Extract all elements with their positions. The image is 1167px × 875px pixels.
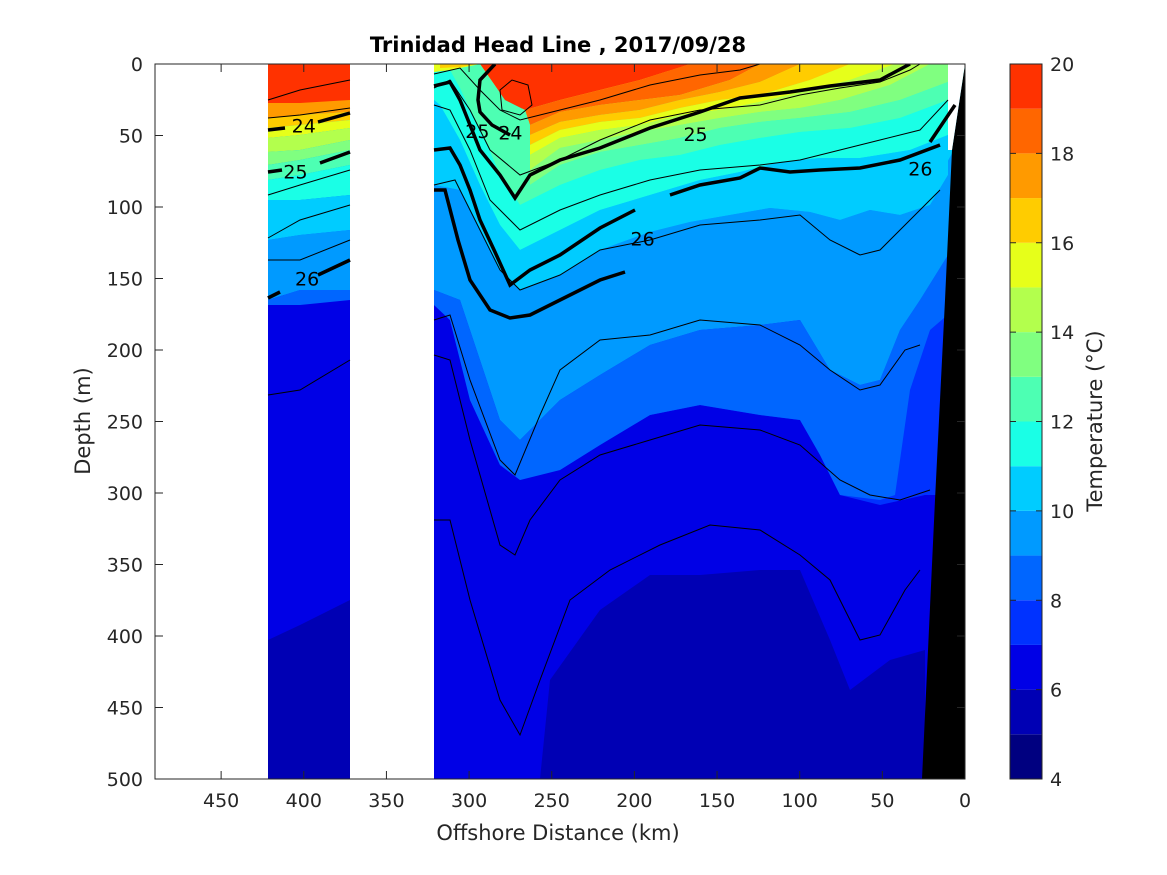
deep-layers: [268, 100, 948, 500]
colorbar-swatch: [1010, 466, 1042, 511]
isopycnal-contours: [267, 64, 957, 320]
y-tick-label: 500: [107, 769, 143, 791]
chart-title: Trinidad Head Line , 2017/09/28: [370, 33, 746, 57]
colorbar-swatch: [1010, 734, 1042, 779]
temperature-band-5-core: [268, 570, 925, 779]
colorbar: [1010, 64, 1042, 779]
y-tick-label: 250: [107, 412, 143, 434]
y-axis-label: Depth (m): [71, 367, 95, 474]
x-tick-label: 300: [451, 790, 487, 812]
colorbar-ticks: 4 6 8 10 12 14 16 18 20: [1010, 54, 1074, 791]
y-tick-label: 300: [107, 483, 143, 505]
colorbar-tick-label: 18: [1050, 143, 1074, 165]
colorbar-tick-label: 8: [1050, 590, 1062, 612]
y-tick-label: 350: [107, 555, 143, 577]
colorbar-swatch: [1010, 287, 1042, 333]
upper-layer-right: [434, 64, 948, 250]
contour-label: 26: [631, 228, 655, 250]
y-axis: 0 50 100 150 200 250 300 350 400 450 500: [107, 54, 965, 791]
colorbar-swatch: [1010, 376, 1042, 422]
colorbar-swatch: [1010, 644, 1042, 690]
x-tick-label: 150: [699, 790, 735, 812]
colorbar-swatch: [1010, 421, 1042, 467]
x-tick-label: 450: [203, 790, 239, 812]
colorbar-tick-label: 10: [1050, 501, 1074, 523]
y-tick-label: 0: [131, 54, 143, 76]
x-tick-label: 0: [959, 790, 971, 812]
colorbar-swatch: [1010, 510, 1042, 556]
y-tick-label: 50: [119, 126, 143, 148]
y-tick-label: 450: [107, 698, 143, 720]
contour-label: 26: [908, 158, 932, 180]
contour-label: 25: [465, 121, 489, 143]
x-tick-label: 350: [368, 790, 404, 812]
colorbar-swatch: [1010, 198, 1042, 243]
upper-layer-left: [268, 64, 350, 200]
y-tick-label: 400: [107, 626, 143, 648]
colorbar-swatch: [1010, 153, 1042, 199]
colorbar-tick-label: 12: [1050, 412, 1074, 434]
colorbar-label: Temperature (°C): [1083, 330, 1107, 512]
data-gap-left: [155, 64, 268, 779]
contour-labels: 24 25 26 25 24 25 26 26: [283, 115, 932, 290]
colorbar-swatch: [1010, 64, 1042, 109]
x-tick-label: 250: [534, 790, 570, 812]
colorbar-tick-label: 16: [1050, 233, 1074, 255]
x-tick-label: 200: [616, 790, 652, 812]
y-tick-label: 150: [107, 269, 143, 291]
contour-label: 25: [283, 161, 307, 183]
colorbar-tick-label: 14: [1050, 322, 1074, 344]
colorbar-swatch: [1010, 689, 1042, 735]
colorbar-swatch: [1010, 242, 1042, 288]
x-tick-label: 400: [286, 790, 322, 812]
bathymetry-wedge: [922, 64, 965, 779]
temperature-field: [155, 64, 965, 779]
data-gap-nearshore: [948, 64, 965, 150]
contour-label: 24: [498, 123, 522, 145]
x-tick-label: 100: [782, 790, 818, 812]
y-tick-label: 100: [107, 197, 143, 219]
x-axis-label: Offshore Distance (km): [436, 821, 679, 845]
colorbar-swatch: [1010, 332, 1042, 377]
contour-label: 26: [295, 269, 319, 291]
contour-label: 24: [292, 115, 316, 137]
x-tick-label: 50: [870, 790, 894, 812]
data-gap-middle: [350, 64, 434, 779]
colorbar-swatch: [1010, 555, 1042, 601]
x-axis: 450 400 350 300 250 200 150 100 50 0: [203, 64, 971, 812]
thin-contours: [267, 64, 949, 737]
contour-label: 25: [683, 124, 707, 146]
colorbar-tick-label: 6: [1050, 680, 1062, 702]
colorbar-swatch: [1010, 600, 1042, 645]
y-tick-label: 200: [107, 340, 143, 362]
colorbar-tick-label: 20: [1050, 54, 1074, 76]
colorbar-swatch: [1010, 108, 1042, 154]
colorbar-tick-label: 4: [1050, 769, 1062, 791]
